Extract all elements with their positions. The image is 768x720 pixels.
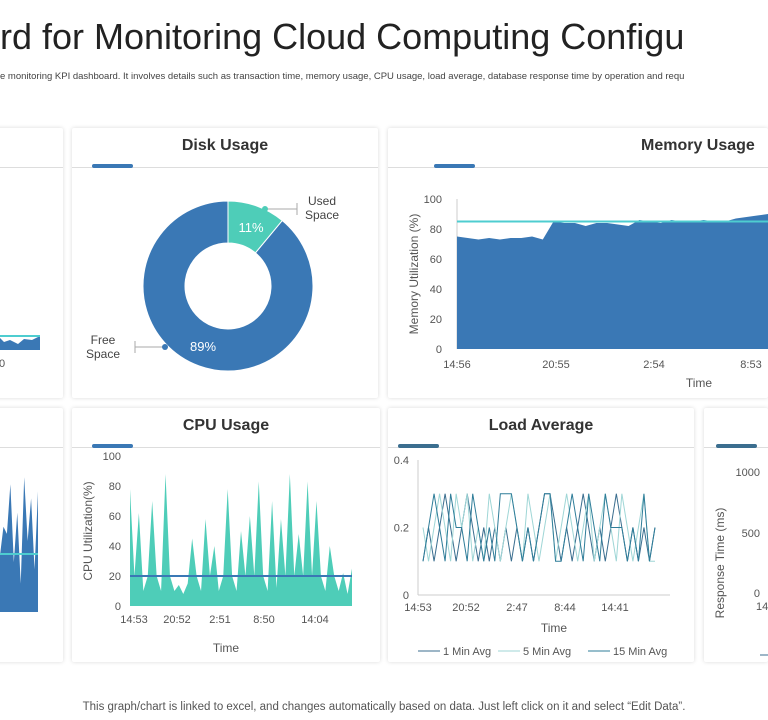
accent-bar — [398, 444, 439, 448]
x-tick: 20:55 — [542, 359, 570, 371]
y-tick: 100 — [424, 194, 442, 206]
accent-bar — [434, 164, 475, 168]
y-tick: 80 — [109, 481, 121, 493]
disk-donut-chart: 11% 89% Used Space Free Space — [86, 194, 339, 372]
free-space-label-2: Space — [86, 347, 120, 361]
partial-area-chart: 0 — [0, 335, 40, 370]
cpu-usage-panel: CPU Usage CPU Utilization(%) Time 100 80 6… — [72, 408, 380, 662]
x-tick: 8:44 — [554, 602, 575, 614]
panel-header — [0, 408, 63, 448]
cpu-area-series — [130, 474, 352, 606]
x-tick: 14 — [756, 601, 768, 613]
used-space-label-2: Space — [305, 208, 339, 222]
disk-usage-panel: Disk Usage 11% 89% Used Space Free Space — [72, 128, 378, 398]
x-tick: 2:47 — [506, 602, 527, 614]
disk-usage-title: Disk Usage — [72, 128, 378, 168]
area-series — [0, 336, 40, 350]
x-tick: 14:53 — [120, 614, 148, 626]
cpu-usage-title: CPU Usage — [72, 408, 380, 448]
response-time-panel: 1000 500 0 14 Response Time (ms) — [704, 408, 768, 662]
load-average-panel: Load Average Time 0.4 0.2 0 14:53 20:52 2:47 8… — [388, 408, 694, 662]
panel-header — [0, 128, 63, 168]
memory-area-chart: Memory Utilization (%) Time 100 80 60 40 20 0… — [407, 194, 768, 390]
y-tick: 1000 — [736, 467, 760, 479]
x-axis-label: Time — [541, 621, 568, 635]
donut-slice-used — [227, 200, 283, 254]
used-space-label: Used — [308, 194, 336, 208]
footer-note: This graph/chart is linked to excel, and… — [82, 701, 686, 713]
y-tick: 40 — [109, 541, 121, 553]
used-pct-label: 11% — [238, 220, 263, 235]
x-tick: 2:51 — [209, 614, 230, 626]
partial-area-chart — [0, 477, 38, 612]
y-tick: 40 — [430, 284, 442, 296]
y-tick: 0 — [754, 588, 760, 600]
y-tick: 20 — [109, 571, 121, 583]
x-tick: 14:53 — [404, 602, 432, 614]
x-tick: 0 — [0, 358, 5, 370]
load-average-line-chart: Time 0.4 0.2 014:53 20:52 2:47 8:44 14:41 1 Min… — [394, 455, 670, 658]
y-tick: 0 — [436, 344, 442, 356]
panel-partial-top-left: 0 — [0, 128, 63, 398]
y-tick: 0 — [115, 601, 121, 613]
legend-label: 15 Min Avg — [613, 646, 667, 658]
y-tick: 0.2 — [394, 523, 409, 535]
x-tick: 2:54 — [643, 359, 664, 371]
accent-bar — [716, 444, 757, 448]
free-space-label: Free — [91, 333, 116, 347]
x-tick: 20:52 — [452, 602, 480, 614]
y-tick: 0 — [403, 590, 409, 602]
y-tick: 80 — [430, 224, 442, 236]
leader-dot — [162, 344, 168, 350]
y-axis-label: CPU Utilization(%) — [81, 481, 95, 580]
accent-bar — [92, 444, 133, 448]
y-axis-label: Memory Utilization (%) — [407, 214, 421, 335]
x-tick: 14:04 — [301, 614, 329, 626]
y-axis-label: Response Time (ms) — [713, 508, 727, 619]
leader-dot — [262, 206, 268, 212]
donut-slice-free — [142, 200, 314, 372]
legend-label: 1 Min Avg — [443, 646, 491, 658]
response-time-chart: 1000 500 0 14 Response Time (ms) — [713, 467, 768, 656]
cpu-area-chart: CPU Utilization(%) Time 100 80 60 40 20 014:5… — [81, 451, 352, 655]
x-tick: 8:50 — [253, 614, 274, 626]
y-tick: 500 — [742, 528, 760, 540]
page-title: rd for Monitoring Cloud Computing Config… — [0, 16, 685, 57]
free-pct-label: 89% — [190, 339, 216, 354]
load-average-title: Load Average — [388, 408, 694, 448]
memory-usage-panel: Memory Usage Memory Utilization (%) Time… — [388, 128, 768, 398]
load-series-3 — [422, 493, 656, 562]
y-tick: 20 — [430, 314, 442, 326]
x-axis-label: Time — [686, 376, 713, 390]
x-tick: 20:52 — [163, 614, 191, 626]
y-tick: 60 — [430, 254, 442, 266]
x-tick: 8:53 — [740, 359, 761, 371]
panel-partial-bottom-left — [0, 408, 63, 662]
y-tick: 100 — [103, 451, 121, 463]
memory-area-series — [457, 214, 768, 349]
page-subtitle: e monitoring KPI dashboard. It involves … — [0, 71, 685, 82]
accent-bar — [92, 164, 133, 168]
y-tick: 0.4 — [394, 455, 409, 467]
legend-label: 5 Min Avg — [523, 646, 571, 658]
x-axis-label: Time — [213, 641, 240, 655]
area-series — [0, 477, 38, 612]
x-tick: 14:41 — [601, 602, 629, 614]
x-tick: 14:56 — [443, 359, 471, 371]
y-tick: 60 — [109, 511, 121, 523]
memory-usage-title: Memory Usage — [388, 128, 768, 168]
